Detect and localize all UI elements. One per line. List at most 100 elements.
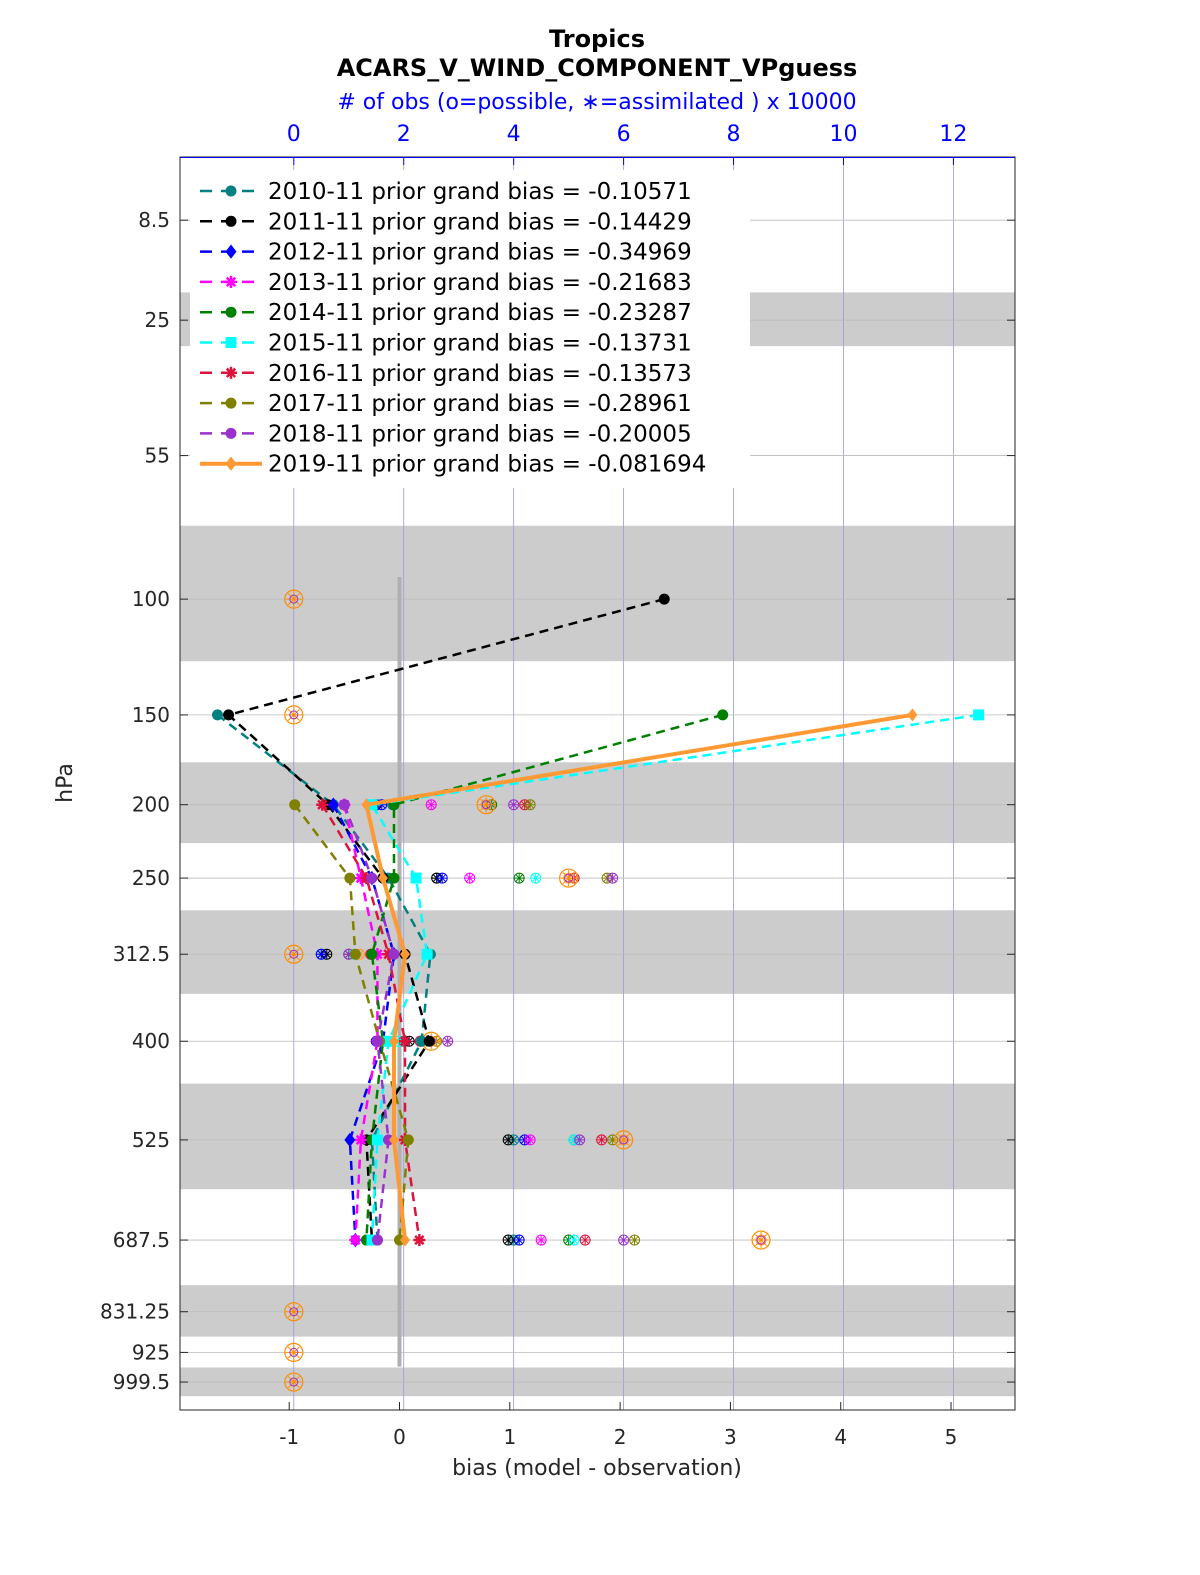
y-axis-label: hPa bbox=[53, 763, 78, 803]
series-line-3 bbox=[343, 804, 379, 1241]
y-tick-label-12: 925 bbox=[132, 1340, 170, 1364]
obs-assimilated-s8-l9 bbox=[574, 1134, 585, 1145]
obs-assimilated-s2-l6 bbox=[437, 873, 448, 884]
y-tick-label-1: 25 bbox=[145, 308, 170, 332]
obs-assimilated-s7-l10 bbox=[629, 1235, 640, 1246]
legend-marker-7 bbox=[225, 397, 237, 409]
series-marker-2-4 bbox=[344, 1132, 356, 1148]
legend-marker-8 bbox=[225, 427, 237, 439]
x-tick-label-1: 0 bbox=[393, 1425, 406, 1449]
obs-possible-inner-10 bbox=[756, 1235, 766, 1245]
series-marker-9-4 bbox=[388, 1034, 399, 1048]
x-tick-label-0: -1 bbox=[279, 1425, 299, 1449]
obs-assimilated-s6-l9 bbox=[596, 1134, 607, 1145]
series-marker-5-0 bbox=[973, 709, 985, 721]
legend-label-7: 2017-11 prior grand bias = -0.28961 bbox=[268, 391, 692, 417]
legend-marker-0 bbox=[225, 185, 237, 197]
series-marker-8-3 bbox=[371, 1035, 383, 1047]
series-marker-9-6 bbox=[400, 1233, 411, 1247]
legend-label-3: 2013-11 prior grand bias = -0.21683 bbox=[268, 270, 692, 296]
series-marker-5-6 bbox=[366, 1234, 378, 1246]
shaded-layer-5 bbox=[180, 1285, 1015, 1337]
bias-series bbox=[212, 593, 985, 1248]
series-marker-8-0 bbox=[338, 799, 350, 811]
series-marker-7-0 bbox=[289, 799, 301, 811]
obs-possible-total-11 bbox=[284, 1302, 304, 1322]
obs-possible-inner-3 bbox=[289, 594, 299, 604]
series-line-1 bbox=[225, 597, 665, 1241]
obs-assimilated-s3-l10 bbox=[536, 1235, 547, 1246]
legend-label-5: 2015-11 prior grand bias = -0.13731 bbox=[268, 331, 692, 357]
series-marker-4-3 bbox=[366, 948, 378, 960]
obs-assimilated-total-13 bbox=[285, 1374, 302, 1391]
obs-possible-total-6 bbox=[559, 868, 579, 888]
x-tick-label-6: 5 bbox=[945, 1425, 958, 1449]
y-tick-label-9: 525 bbox=[132, 1128, 170, 1152]
legend-marker-9 bbox=[225, 456, 237, 471]
series-marker-0-0 bbox=[212, 709, 224, 721]
legend-label-4: 2014-11 prior grand bias = -0.23287 bbox=[268, 300, 692, 326]
shaded-layer-1 bbox=[180, 525, 1015, 662]
top-tick-label-6: 12 bbox=[939, 122, 967, 147]
series-marker-6-0 bbox=[316, 798, 329, 811]
y-tick-label-7: 312.5 bbox=[113, 942, 170, 966]
top-axis-ticks: 0 2 4 6 8 10 12 bbox=[287, 122, 967, 165]
obs-assimilated-total-12 bbox=[285, 1344, 302, 1361]
top-axis-frame bbox=[180, 157, 1015, 158]
series-marker-4-0 bbox=[717, 709, 729, 721]
obs-possible-total-10 bbox=[751, 1230, 771, 1250]
obs-assimilated-s1-l9 bbox=[503, 1134, 514, 1145]
obs-possible-inner-7 bbox=[289, 949, 299, 959]
legend-label-1: 2011-11 prior grand bias = -0.14429 bbox=[268, 209, 692, 235]
series-marker-6-2 bbox=[382, 948, 395, 961]
series-marker-9-3 bbox=[400, 947, 411, 961]
series-marker-6-1 bbox=[360, 872, 373, 885]
obs-assimilated-s8-l8 bbox=[442, 1036, 453, 1047]
series-marker-9-2 bbox=[377, 871, 388, 885]
x-tick-label-4: 3 bbox=[724, 1425, 737, 1449]
obs-assimilated-total-6 bbox=[560, 870, 577, 887]
top-tick-label-3: 6 bbox=[617, 122, 631, 147]
series-marker-8-2 bbox=[388, 948, 400, 960]
series-marker-9-1 bbox=[361, 798, 372, 812]
series-marker-3-4 bbox=[354, 1133, 367, 1146]
top-tick-label-5: 10 bbox=[829, 122, 857, 147]
obs-assimilated-s2-l10 bbox=[514, 1235, 525, 1246]
pressure-axis-ticks: 8.5 25 55 100 150 200 250 312.5 400 525 687.5 831.2… bbox=[100, 208, 1015, 1394]
series-line-8 bbox=[343, 804, 396, 1241]
obs-possible-total-12 bbox=[284, 1342, 304, 1363]
obs-possible-total-5 bbox=[476, 795, 496, 815]
chart-title: Tropics bbox=[549, 25, 645, 53]
legend-marker-2 bbox=[225, 244, 237, 259]
y-tick-label-2: 55 bbox=[145, 444, 170, 468]
obs-assimilated-total-10 bbox=[753, 1232, 770, 1249]
x-tick-label-2: 1 bbox=[503, 1425, 516, 1449]
series-marker-5-4 bbox=[382, 1035, 394, 1047]
obs-assimilated-s8-l5 bbox=[508, 799, 519, 810]
x-tick-label-3: 2 bbox=[614, 1425, 627, 1449]
legend-marker-1 bbox=[225, 215, 237, 227]
obs-assimilated-s3-l6 bbox=[464, 873, 475, 884]
legend-label-8: 2018-11 prior grand bias = -0.20005 bbox=[268, 421, 692, 447]
obs-possible-total-7 bbox=[284, 944, 304, 964]
obs-assimilated-s2-l7 bbox=[316, 949, 327, 960]
legend-label-9: 2019-11 prior grand bias = -0.081694 bbox=[268, 452, 706, 478]
y-tick-label-11: 831.25 bbox=[100, 1300, 170, 1324]
obs-assimilated-total-11 bbox=[285, 1303, 302, 1320]
series-marker-5-5 bbox=[371, 1134, 383, 1146]
series-marker-3-5 bbox=[349, 1234, 362, 1247]
obs-assimilated-s6-l10 bbox=[580, 1235, 591, 1246]
y-tick-label-4: 150 bbox=[132, 703, 170, 727]
y-tick-label-10: 687.5 bbox=[113, 1228, 170, 1252]
obs-assimilated-total-3 bbox=[285, 591, 302, 608]
obs-assimilated-s3-l9 bbox=[525, 1134, 536, 1145]
obs-possible-total-13 bbox=[284, 1372, 304, 1392]
series-marker-2-0 bbox=[327, 797, 339, 812]
obs-assimilated-s8-l10 bbox=[618, 1235, 629, 1246]
chart-subtitle: ACARS_V_WIND_COMPONENT_VPguess bbox=[337, 54, 858, 82]
y-tick-label-8: 400 bbox=[132, 1029, 170, 1053]
obs-possible-inner-12 bbox=[289, 1347, 299, 1357]
series-marker-9-5 bbox=[388, 1133, 399, 1147]
obs-assimilated-s1-l10 bbox=[503, 1235, 514, 1246]
